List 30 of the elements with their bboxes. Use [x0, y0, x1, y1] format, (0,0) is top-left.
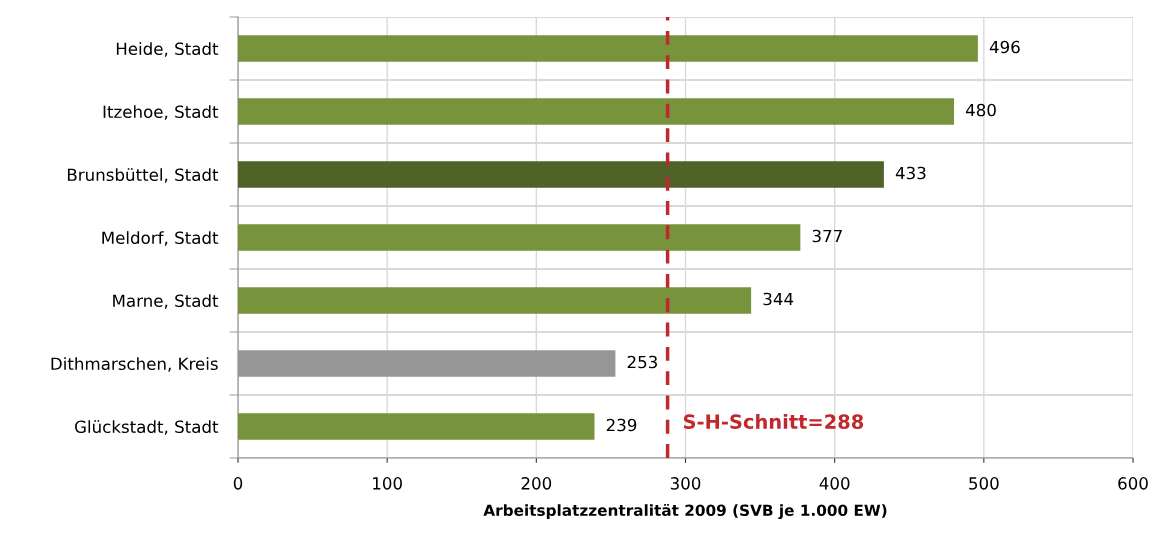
- x-tick-label: 400: [819, 477, 850, 490]
- y-tick-label: Marne, Stadt: [113, 294, 219, 309]
- ref-line-label: S-H-Schnitt=288: [683, 413, 864, 429]
- bar: [238, 161, 884, 188]
- x-tick-label: 200: [521, 477, 552, 490]
- data-label: 496: [989, 40, 1020, 54]
- x-tick-label: 0: [233, 477, 243, 490]
- x-tick-label: 100: [373, 477, 402, 490]
- bar: [238, 35, 978, 62]
- bar: [238, 413, 595, 440]
- bar: [238, 350, 616, 377]
- bar: [238, 224, 801, 251]
- y-tick-label: Glückstadt, Stadt: [74, 420, 219, 435]
- y-tick-label: Itzehoe, Stadt: [103, 105, 219, 120]
- data-label: 239: [606, 418, 637, 432]
- data-label: 433: [895, 166, 926, 180]
- data-label: 253: [627, 355, 657, 369]
- x-axis-title: Arbeitsplatzzentralität 2009 (SVB je 1.000 EW): [483, 503, 887, 520]
- y-tick-label: Meldorf, Stadt: [102, 231, 219, 246]
- data-label: 377: [812, 229, 842, 243]
- x-tick-label: 500: [969, 477, 999, 490]
- bar: [238, 287, 752, 314]
- y-tick-label: Dithmarschen, Kreis: [51, 357, 218, 372]
- y-tick-label: Heide, Stadt: [116, 42, 219, 57]
- y-tick-label: Brunsbüttel, Stadt: [67, 168, 219, 183]
- data-label: 480: [965, 103, 996, 117]
- x-tick-label: 300: [670, 477, 701, 490]
- x-tick-label: 600: [1118, 477, 1148, 490]
- data-label: 344: [763, 292, 794, 306]
- bar: [238, 98, 954, 125]
